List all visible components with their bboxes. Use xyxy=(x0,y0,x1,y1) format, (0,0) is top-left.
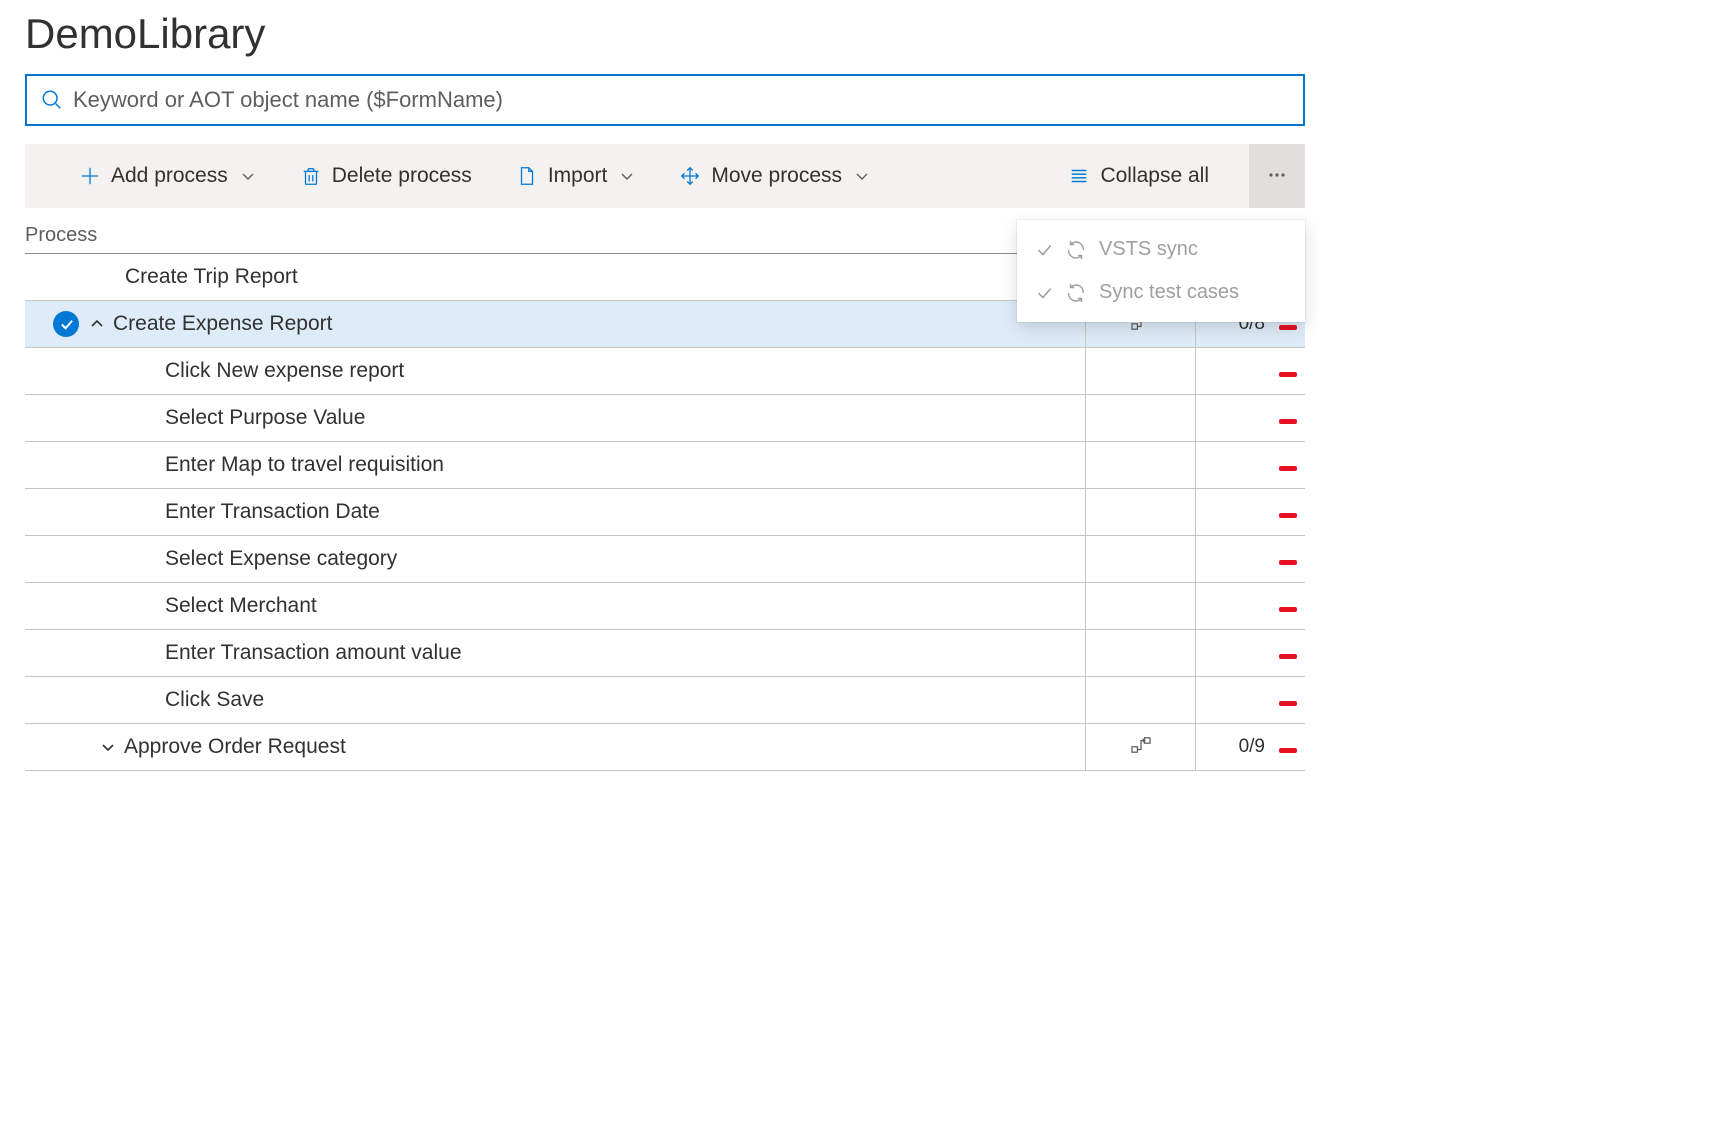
table-row[interactable]: Select Purpose Value xyxy=(25,395,1305,442)
flow-cell xyxy=(1085,348,1195,394)
flow-cell xyxy=(1085,583,1195,629)
process-cell: Click Save xyxy=(25,688,1085,712)
flow-icon[interactable] xyxy=(1130,736,1152,759)
collapse-all-button[interactable]: Collapse all xyxy=(1064,152,1213,200)
status-cell xyxy=(1195,677,1305,723)
process-cell: Create Trip Report xyxy=(25,265,1085,289)
search-input[interactable] xyxy=(73,87,1289,113)
status-dash-icon xyxy=(1279,689,1297,711)
sync-test-cases-label: Sync test cases xyxy=(1099,281,1239,304)
table-row[interactable]: Click New expense report xyxy=(25,348,1305,395)
move-process-button[interactable]: Move process xyxy=(675,152,874,200)
sync-icon xyxy=(1065,239,1087,261)
more-button[interactable] xyxy=(1249,144,1305,208)
more-icon xyxy=(1265,163,1289,190)
table-row[interactable]: Enter Map to travel requisition xyxy=(25,442,1305,489)
status-cell xyxy=(1195,348,1305,394)
import-icon xyxy=(516,164,538,188)
table-row[interactable]: Click Save xyxy=(25,677,1305,724)
status-dash-icon xyxy=(1279,501,1297,523)
table-row[interactable]: Enter Transaction Date xyxy=(25,489,1305,536)
flow-cell xyxy=(1085,395,1195,441)
row-label: Select Merchant xyxy=(165,594,317,618)
vsts-sync-menu-item[interactable]: VSTS sync xyxy=(1017,228,1305,271)
selected-check-icon xyxy=(53,311,79,337)
process-cell: Click New expense report xyxy=(25,359,1085,383)
status-dash-icon xyxy=(1279,548,1297,570)
table-row[interactable]: Select Expense category xyxy=(25,536,1305,583)
flow-cell xyxy=(1085,630,1195,676)
row-label: Enter Map to travel requisition xyxy=(165,453,444,477)
toolbar: Add process Delete process xyxy=(25,144,1305,208)
delete-process-label: Delete process xyxy=(332,164,472,188)
search-icon xyxy=(41,89,63,111)
vsts-sync-label: VSTS sync xyxy=(1099,238,1198,261)
row-label: Create Expense Report xyxy=(113,312,332,336)
move-icon xyxy=(679,165,701,187)
collapse-all-label: Collapse all xyxy=(1100,164,1209,188)
delete-process-button[interactable]: Delete process xyxy=(296,152,476,200)
more-dropdown: VSTS sync Sync test cases xyxy=(1017,220,1305,322)
list-icon xyxy=(1068,165,1090,187)
row-label: Enter Transaction Date xyxy=(165,500,380,524)
process-cell: Enter Transaction Date xyxy=(25,500,1085,524)
process-cell: Enter Transaction amount value xyxy=(25,641,1085,665)
status-dash-icon xyxy=(1279,454,1297,476)
status-cell xyxy=(1195,630,1305,676)
process-cell: Select Merchant xyxy=(25,594,1085,618)
status-dash-icon xyxy=(1279,360,1297,382)
chevron-down-icon[interactable] xyxy=(100,739,116,755)
column-process-header[interactable]: Process xyxy=(25,224,1085,247)
sync-icon xyxy=(1065,282,1087,304)
row-label: Click Save xyxy=(165,688,264,712)
process-cell: Create Expense Report xyxy=(25,311,1085,337)
chevron-down-icon xyxy=(619,168,635,184)
import-button[interactable]: Import xyxy=(512,152,640,200)
chevron-down-icon xyxy=(854,168,870,184)
flow-cell xyxy=(1085,489,1195,535)
status-cell: 0/9 xyxy=(1195,724,1305,770)
process-cell: Approve Order Request xyxy=(25,735,1085,759)
trash-icon xyxy=(300,164,322,188)
flow-cell xyxy=(1085,724,1195,770)
row-label: Click New expense report xyxy=(165,359,404,383)
status-cell xyxy=(1195,489,1305,535)
check-icon xyxy=(1035,241,1053,259)
add-process-label: Add process xyxy=(111,164,228,188)
search-box[interactable] xyxy=(25,74,1305,126)
process-cell: Select Expense category xyxy=(25,547,1085,571)
status-cell xyxy=(1195,442,1305,488)
chevron-up-icon[interactable] xyxy=(89,316,105,332)
import-label: Import xyxy=(548,164,608,188)
row-label: Enter Transaction amount value xyxy=(165,641,462,665)
status-dash-icon xyxy=(1279,595,1297,617)
flow-cell xyxy=(1085,536,1195,582)
sync-test-cases-menu-item[interactable]: Sync test cases xyxy=(1017,271,1305,314)
status-dash-icon xyxy=(1279,642,1297,664)
check-icon xyxy=(1035,284,1053,302)
row-label: Select Purpose Value xyxy=(165,406,365,430)
table-row[interactable]: Approve Order Request 0/9 xyxy=(25,724,1305,771)
table-row[interactable]: Enter Transaction amount value xyxy=(25,630,1305,677)
table-row[interactable]: Select Merchant xyxy=(25,583,1305,630)
add-process-button[interactable]: Add process xyxy=(75,152,260,200)
flow-cell xyxy=(1085,677,1195,723)
row-label: Create Trip Report xyxy=(125,265,298,289)
process-cell: Enter Map to travel requisition xyxy=(25,453,1085,477)
status-cell xyxy=(1195,395,1305,441)
move-process-label: Move process xyxy=(711,164,842,188)
status-dash-icon xyxy=(1279,736,1297,758)
process-cell: Select Purpose Value xyxy=(25,406,1085,430)
plus-icon xyxy=(79,165,101,187)
status-cell xyxy=(1195,583,1305,629)
chevron-down-icon xyxy=(240,168,256,184)
page-title: DemoLibrary xyxy=(25,10,1305,58)
row-label: Select Expense category xyxy=(165,547,397,571)
count-label: 0/9 xyxy=(1239,736,1265,758)
row-label: Approve Order Request xyxy=(124,735,346,759)
status-cell xyxy=(1195,536,1305,582)
status-dash-icon xyxy=(1279,407,1297,429)
flow-cell xyxy=(1085,442,1195,488)
